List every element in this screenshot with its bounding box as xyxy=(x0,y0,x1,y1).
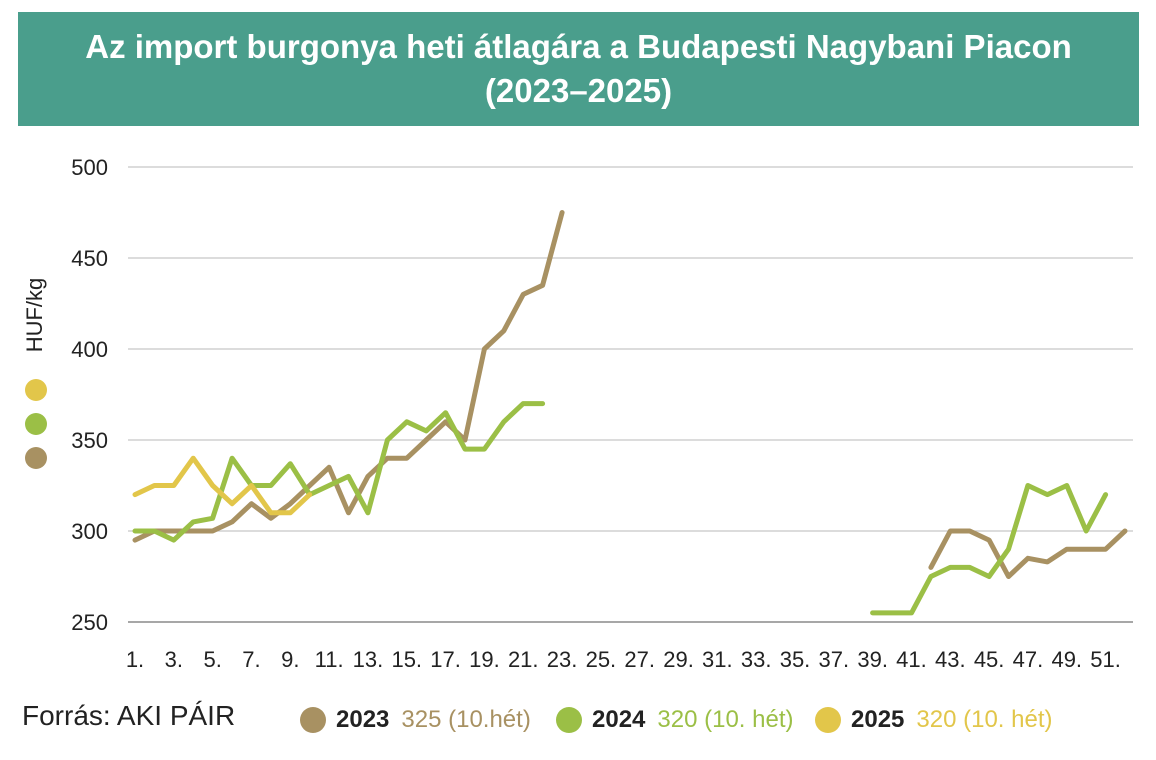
x-tick-label: 19. xyxy=(469,647,500,672)
x-tick-label: 13. xyxy=(353,647,384,672)
x-tick-label: 9. xyxy=(281,647,299,672)
x-tick-label: 49. xyxy=(1051,647,1082,672)
x-tick-label: 3. xyxy=(165,647,183,672)
legend-note-2025: 320 (10. hét) xyxy=(916,706,1053,733)
axis-dot-2024 xyxy=(25,413,47,435)
y-axis-label: HUF/kg xyxy=(22,278,47,353)
x-tick-label: 39. xyxy=(857,647,888,672)
y-tick-label: 250 xyxy=(71,610,108,635)
chart-subtitle: (2023–2025) xyxy=(484,72,673,109)
x-tick-label: 29. xyxy=(663,647,694,672)
legend-item-2023: 2023 325 (10.hét) xyxy=(300,706,531,734)
axis-dot-2023 xyxy=(25,447,47,469)
legend-year-2023: 2023 xyxy=(336,706,390,733)
x-tick-label: 43. xyxy=(935,647,966,672)
legend-dot-2025 xyxy=(815,707,841,733)
y-tick-label: 500 xyxy=(71,155,108,180)
x-tick-label: 51. xyxy=(1090,647,1121,672)
x-tick-label: 47. xyxy=(1013,647,1044,672)
y-tick-label: 350 xyxy=(71,428,108,453)
legend-dot-2023 xyxy=(300,707,326,733)
x-tick-label: 25. xyxy=(586,647,617,672)
axis-dot-2025 xyxy=(25,379,47,401)
chart-title-banner: Az import burgonya heti átlagára a Budap… xyxy=(18,12,1139,126)
x-tick-label: 15. xyxy=(391,647,422,672)
x-tick-label: 31. xyxy=(702,647,733,672)
x-tick-label: 11. xyxy=(315,647,344,672)
x-tick-label: 45. xyxy=(974,647,1005,672)
x-tick-label: 37. xyxy=(819,647,850,672)
series-line-2025-1 xyxy=(132,455,313,516)
x-tick-label: 1. xyxy=(126,647,144,672)
x-tick-label: 21. xyxy=(508,647,539,672)
series-line-2023-2 xyxy=(928,528,1128,579)
x-tick-label: 17. xyxy=(430,647,461,672)
legend-year-2025: 2025 xyxy=(851,706,905,733)
chart-title: Az import burgonya heti átlagára a Budap… xyxy=(85,28,1072,65)
x-tick-label: 23. xyxy=(547,647,578,672)
x-tick-label: 33. xyxy=(741,647,772,672)
series-line-2024-1 xyxy=(132,401,546,543)
x-tick-label: 41. xyxy=(896,647,927,672)
x-tick-label: 35. xyxy=(780,647,811,672)
y-tick-label: 450 xyxy=(71,246,108,271)
x-tick-label: 7. xyxy=(242,647,260,672)
legend-item-2025: 2025 320 (10. hét) xyxy=(815,706,1052,734)
legend-year-2024: 2024 xyxy=(592,706,646,733)
legend-dot-2024 xyxy=(556,707,582,733)
series-line-2024-2 xyxy=(870,483,1109,616)
y-tick-label: 300 xyxy=(71,519,108,544)
legend-note-2023: 325 (10.hét) xyxy=(401,706,531,733)
x-tick-label: 27. xyxy=(624,647,655,672)
x-tick-label: 5. xyxy=(203,647,221,672)
source-note: Forrás: AKI PÁIR xyxy=(22,700,236,731)
y-tick-label: 400 xyxy=(71,337,108,362)
series-line-2023-1 xyxy=(132,210,565,543)
legend-note-2024: 320 (10. hét) xyxy=(657,706,794,733)
legend-item-2024: 2024 320 (10. hét) xyxy=(556,706,793,734)
